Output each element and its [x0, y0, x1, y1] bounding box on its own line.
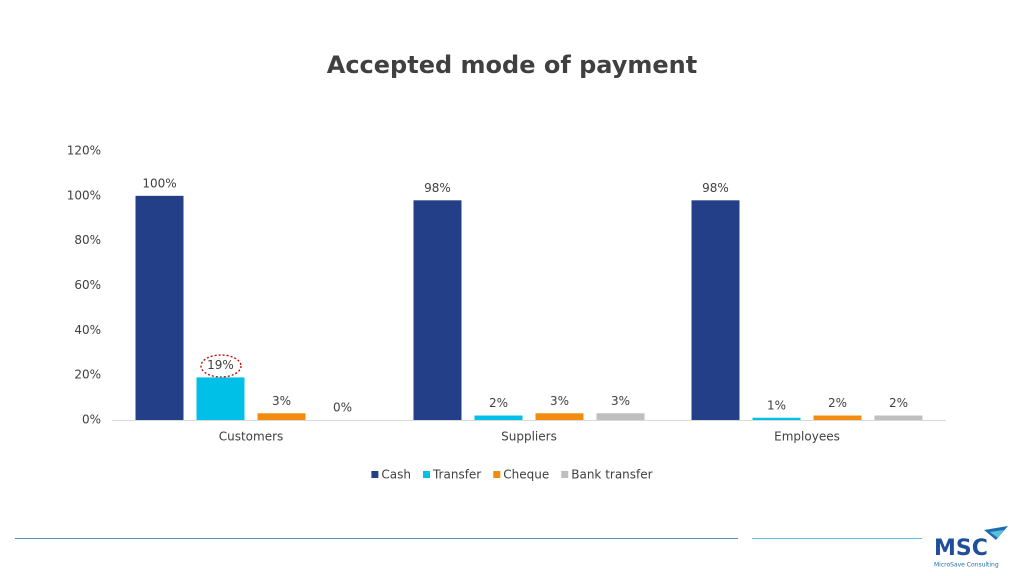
chart-title: Accepted mode of payment [327, 51, 698, 79]
legend-swatch [493, 471, 501, 478]
legend-label: Bank transfer [571, 468, 652, 482]
y-tick-label: 80% [74, 233, 101, 247]
bar [813, 415, 862, 420]
legend-label: Cash [381, 468, 411, 482]
value-label: 2% [489, 396, 508, 410]
legend-swatch [561, 471, 569, 478]
highlight-circle [200, 354, 242, 378]
logo-tagline: MicroSave Consulting [934, 562, 999, 569]
bar [535, 413, 584, 420]
y-tick-label: 20% [74, 368, 101, 382]
y-tick-label: 40% [74, 323, 101, 337]
value-label: 3% [550, 394, 569, 408]
bar [257, 413, 306, 420]
value-label: 19% [207, 358, 234, 372]
bar [596, 413, 645, 420]
y-tick-label: 0% [82, 413, 101, 427]
logo-name: MSC [934, 536, 988, 561]
value-label: 3% [272, 394, 291, 408]
value-label: 3% [611, 394, 630, 408]
bar [874, 415, 923, 420]
x-tick-label: Suppliers [501, 430, 557, 444]
value-label: 98% [702, 181, 729, 195]
bar [196, 377, 245, 420]
logo-bird [990, 530, 1004, 538]
y-tick-label: 100% [67, 188, 101, 202]
legend-label: Transfer [432, 468, 481, 482]
value-label: 1% [767, 398, 786, 412]
value-label: 100% [142, 176, 176, 190]
bar [474, 415, 523, 420]
x-tick-label: Customers [219, 430, 284, 444]
legend-swatch [371, 471, 379, 478]
bar [135, 195, 184, 420]
value-label: 0% [333, 401, 352, 415]
bar [413, 200, 462, 420]
y-tick-label: 120% [67, 144, 101, 158]
legend-label: Cheque [503, 468, 549, 482]
legend-swatch [422, 471, 430, 478]
bar [752, 417, 801, 420]
x-tick-label: Employees [774, 430, 840, 444]
value-label: 2% [889, 396, 908, 410]
value-label: 2% [828, 396, 847, 410]
value-label: 98% [424, 181, 451, 195]
y-tick-label: 60% [74, 278, 101, 292]
bar [691, 200, 740, 420]
